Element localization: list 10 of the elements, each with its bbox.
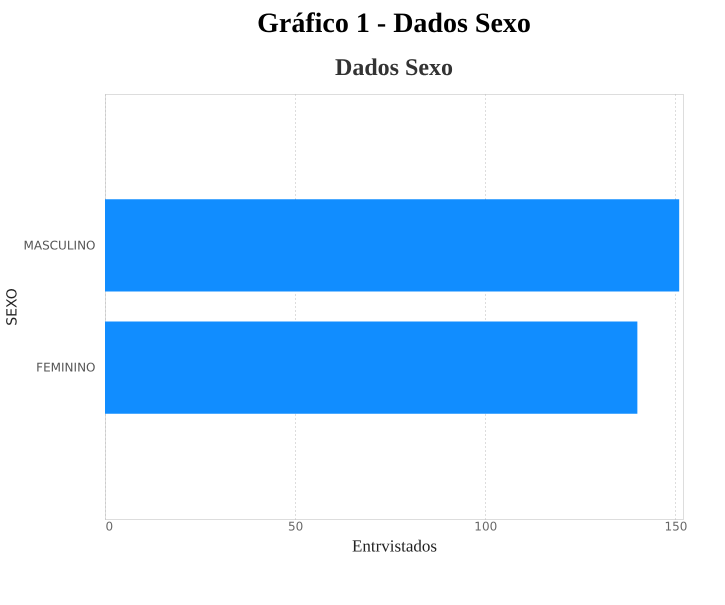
y-tick-label: FEMININO [36, 360, 96, 375]
chart-title: Gráfico 1 - Dados Sexo [257, 8, 531, 39]
x-tick-label: 100 [474, 520, 498, 534]
x-tick-label: 150 [664, 520, 688, 534]
x-tick-label: 50 [288, 520, 304, 534]
x-axis-title: Entrvistados [352, 536, 437, 556]
x-tick-label: 0 [106, 520, 114, 534]
y-tick-label: MASCULINO [24, 238, 96, 252]
chart-subtitle: Dados Sexo [334, 55, 454, 81]
y-axis-title: SEXO [4, 288, 21, 326]
